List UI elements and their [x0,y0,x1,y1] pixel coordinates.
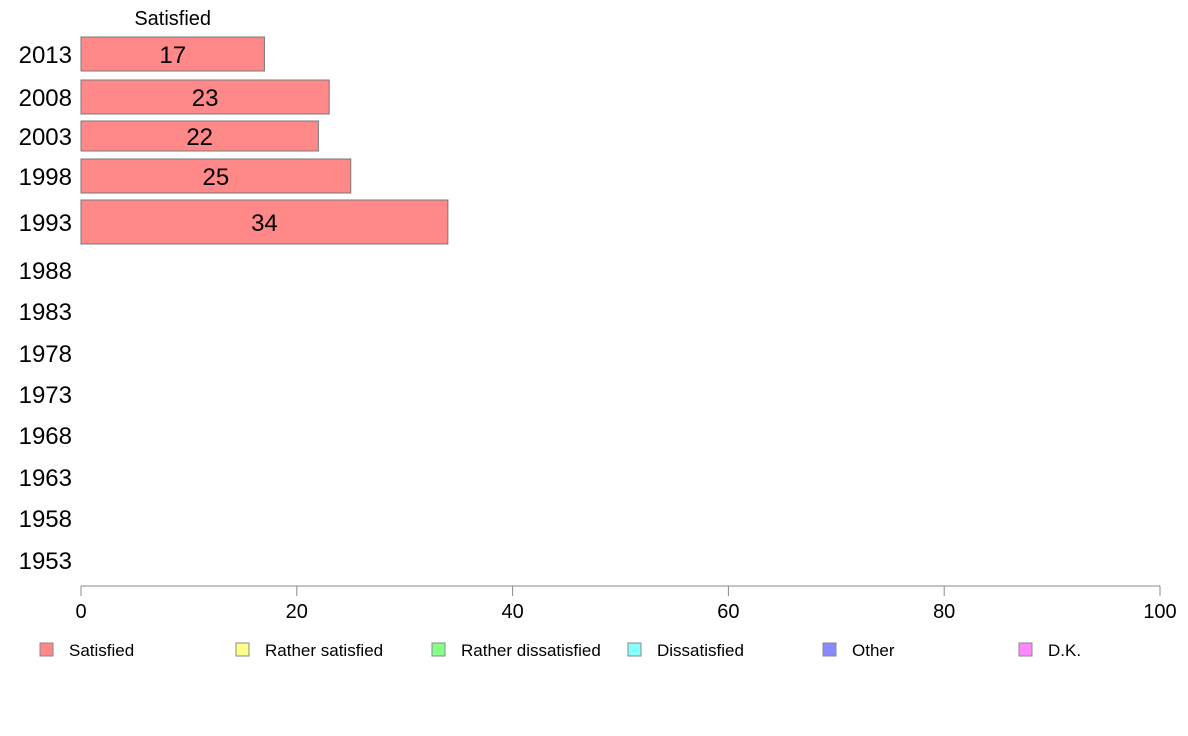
bar-value-label: 25 [203,164,230,191]
y-tick-label: 2008 [19,85,72,112]
y-tick-label: 1983 [19,299,72,326]
legend-label: Dissatisfied [657,641,744,660]
y-tick-label: 1973 [19,382,72,409]
x-tick-label: 80 [933,601,955,623]
y-tick-label: 1978 [19,341,72,368]
y-tick-label: 1968 [19,423,72,450]
y-tick-label: 1963 [19,465,72,492]
legend-label: Rather dissatisfied [461,641,601,660]
bar-segment [80,158,352,194]
bar-value-label: 17 [159,42,186,69]
legend-swatch [822,642,837,657]
legend-swatch [39,642,54,657]
y-tick-label: 2003 [19,124,72,151]
y-tick-label: 1953 [19,548,72,575]
x-tick-label: 100 [1143,601,1176,623]
legend-swatch [627,642,642,657]
y-tick-label: 2013 [19,42,72,69]
legend-swatch [431,642,446,657]
y-axis-labels: 2013 2008 2003 1998 1993 1988 1983 1978 1973 1968… [19,42,72,575]
bar-segment [80,120,319,152]
bar-value-label: 22 [186,124,213,151]
legend: Satisfied Rather satisfied Rather dissatis… [39,641,1081,660]
x-tick-label: 0 [75,601,86,623]
bar-segment [80,199,449,245]
y-tick-label: 1993 [19,210,72,237]
x-tick-label: 20 [286,601,308,623]
legend-label: Satisfied [69,641,134,660]
y-tick-label: 1998 [19,164,72,191]
legend-label: Other [852,641,895,660]
legend-swatch [1018,642,1033,657]
legend-label: D.K. [1048,641,1081,660]
x-tick-label: 40 [501,601,523,623]
bar-value-label: 23 [192,85,219,112]
y-tick-label: 1988 [19,258,72,285]
stack-top-label: Satisfied [134,8,211,30]
stack-top-labels: Satisfied [134,8,211,30]
bar-value-label: 34 [251,210,278,237]
legend-label: Rather satisfied [265,641,383,660]
x-tick-label: 60 [717,601,739,623]
y-tick-label: 1958 [19,506,72,533]
legend-swatch [235,642,250,657]
x-axis: 0 20 40 60 80 100 [75,585,1177,623]
bar-segment [80,79,330,115]
bar-segment [80,36,265,72]
